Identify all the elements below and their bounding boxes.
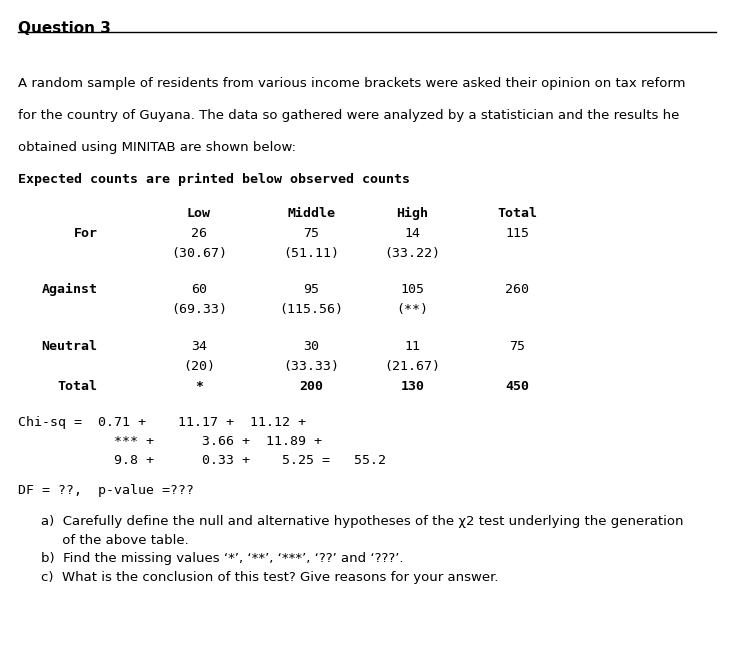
Text: 450: 450	[506, 380, 530, 393]
Text: *: *	[195, 380, 202, 393]
Text: Chi-sq =  0.71 +    11.17 +  11.12 +: Chi-sq = 0.71 + 11.17 + 11.12 +	[18, 416, 306, 429]
Text: obtained using MINITAB are shown below:: obtained using MINITAB are shown below:	[18, 141, 296, 153]
Text: 115: 115	[506, 227, 530, 239]
Text: a)  Carefully define the null and alternative hypotheses of the χ2 test underlyi: a) Carefully define the null and alterna…	[41, 515, 684, 528]
Text: (33.22): (33.22)	[385, 247, 440, 259]
Text: Neutral: Neutral	[41, 340, 98, 353]
Text: (21.67): (21.67)	[385, 360, 440, 373]
Text: Against: Against	[41, 283, 98, 296]
Text: 260: 260	[506, 283, 530, 295]
Text: (20): (20)	[183, 360, 214, 373]
Text: 26: 26	[190, 227, 207, 239]
Text: Expected counts are printed below observed counts: Expected counts are printed below observ…	[18, 173, 410, 187]
Text: Question 3: Question 3	[18, 21, 111, 36]
Text: 34: 34	[190, 340, 207, 353]
Text: 75: 75	[303, 227, 320, 239]
Text: for the country of Guyana. The data so gathered were analyzed by a statistician : for the country of Guyana. The data so g…	[18, 109, 680, 121]
Text: DF = ??,  p-value =???: DF = ??, p-value =???	[18, 484, 194, 497]
Text: Total: Total	[497, 207, 538, 219]
Text: (69.33): (69.33)	[171, 303, 226, 315]
Text: 9.8 +      0.33 +    5.25 =   55.2: 9.8 + 0.33 + 5.25 = 55.2	[18, 454, 386, 466]
Text: 105: 105	[400, 283, 424, 295]
Text: 200: 200	[299, 380, 323, 393]
Text: Total: Total	[58, 380, 98, 393]
Text: High: High	[397, 207, 428, 220]
Text: c)  What is the conclusion of this test? Give reasons for your answer.: c) What is the conclusion of this test? …	[41, 571, 499, 584]
Text: 14: 14	[404, 227, 421, 239]
Text: 30: 30	[303, 340, 320, 353]
Text: (51.11): (51.11)	[284, 247, 339, 259]
Text: 95: 95	[303, 283, 320, 295]
Text: (**): (**)	[397, 303, 428, 315]
Text: 60: 60	[190, 283, 207, 295]
Text: 11: 11	[404, 340, 421, 353]
Text: Low: Low	[187, 207, 211, 219]
Text: A random sample of residents from various income brackets were asked their opini: A random sample of residents from variou…	[18, 77, 686, 89]
Text: (33.33): (33.33)	[284, 360, 339, 373]
Text: of the above table.: of the above table.	[41, 534, 189, 546]
Text: 75: 75	[509, 340, 526, 353]
Text: (115.56): (115.56)	[279, 303, 344, 315]
Text: (30.67): (30.67)	[171, 247, 226, 259]
Text: b)  Find the missing values ‘*’, ‘**’, ‘***’, ‘??’ and ‘???’.: b) Find the missing values ‘*’, ‘**’, ‘*…	[41, 552, 404, 565]
Text: *** +      3.66 +  11.89 +: *** + 3.66 + 11.89 +	[18, 435, 322, 448]
Text: 130: 130	[400, 380, 424, 393]
Text: For: For	[74, 227, 98, 239]
Text: Middle: Middle	[287, 207, 335, 219]
